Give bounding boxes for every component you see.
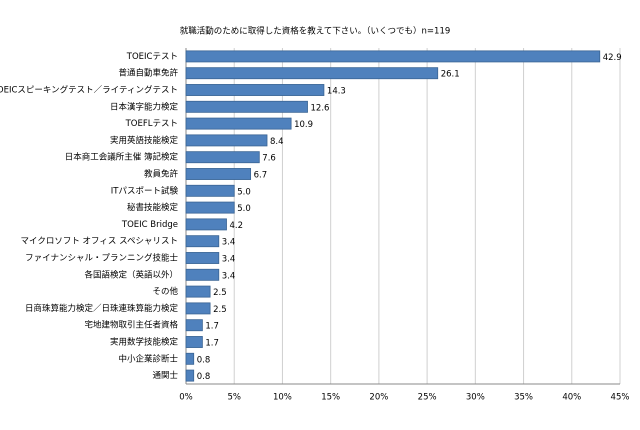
y-tick-label: 日本商工会議所主催 簿記検定 bbox=[65, 152, 179, 163]
y-tick-label: 教員免許 bbox=[144, 169, 179, 180]
y-tick-label: その他 bbox=[152, 286, 178, 297]
bar bbox=[185, 151, 260, 164]
value-label: 7.6 bbox=[262, 154, 276, 164]
bar bbox=[185, 117, 292, 130]
bar bbox=[185, 336, 203, 348]
x-tick-label: 20% bbox=[369, 393, 388, 403]
value-label: 2.5 bbox=[213, 305, 227, 315]
value-label: 2.5 bbox=[213, 288, 227, 298]
y-tick-label: マイクロソフト オフィス スペシャリスト bbox=[21, 237, 178, 247]
y-tick-label: 各国語検定（英語以外） bbox=[84, 269, 178, 280]
value-label: 3.4 bbox=[222, 255, 236, 265]
y-tick-label: 実用英語技能検定 bbox=[110, 135, 179, 146]
bar bbox=[185, 50, 601, 63]
bar bbox=[185, 67, 439, 80]
value-label: 3.4 bbox=[222, 271, 236, 281]
value-label: 8.4 bbox=[270, 137, 284, 147]
value-label: 3.4 bbox=[222, 238, 236, 248]
y-tick-label: 通関士 bbox=[152, 370, 178, 381]
bar bbox=[185, 268, 220, 281]
value-label: 1.7 bbox=[205, 339, 219, 349]
x-tick-label: 45% bbox=[611, 393, 630, 403]
value-label: 0.8 bbox=[197, 355, 211, 365]
bar bbox=[185, 134, 268, 147]
bar bbox=[185, 84, 325, 96]
x-tick-label: 10% bbox=[273, 393, 292, 403]
value-label: 5.0 bbox=[237, 204, 251, 214]
y-tick-label: TOEIC Bridge bbox=[121, 220, 178, 230]
y-tick-label: ITパスポート試験 bbox=[111, 185, 179, 196]
bar bbox=[185, 252, 220, 264]
bar bbox=[185, 285, 211, 298]
value-label: 14.3 bbox=[327, 87, 346, 97]
x-tick-label: 30% bbox=[466, 393, 485, 403]
y-tick-label: 日商珠算能力検定／日珠連珠算能力検定 bbox=[25, 303, 179, 314]
value-label: 12.6 bbox=[311, 103, 330, 113]
value-label: 6.7 bbox=[254, 171, 268, 181]
x-tick-label: 40% bbox=[562, 393, 581, 403]
y-tick-label: 宅地建物取引主任者資格 bbox=[84, 320, 178, 331]
bar bbox=[185, 218, 227, 231]
value-label: 0.8 bbox=[197, 372, 211, 382]
bar bbox=[185, 352, 195, 365]
bar bbox=[185, 369, 195, 382]
value-label: 26.1 bbox=[441, 70, 460, 80]
x-tick-label: 0% bbox=[179, 393, 193, 403]
bar bbox=[185, 100, 308, 113]
x-tick-label: 5% bbox=[227, 393, 241, 403]
value-label: 5.0 bbox=[237, 187, 251, 197]
y-tick-label: 中小企業診断士 bbox=[118, 353, 178, 364]
x-tick-label: 15% bbox=[321, 393, 340, 403]
y-tick-label: ファイナンシャル・プランニング技能士 bbox=[25, 253, 178, 264]
y-tick-label: TOEICテスト bbox=[126, 52, 178, 62]
value-label: 10.9 bbox=[294, 120, 313, 130]
x-tick-label: 25% bbox=[418, 393, 437, 403]
x-tick-label: 35% bbox=[514, 393, 533, 403]
y-tick-label: TOEICスピーキングテスト／ライティングテスト bbox=[0, 85, 178, 96]
y-tick-label: 日本漢字能力検定 bbox=[110, 101, 179, 112]
bar bbox=[185, 235, 220, 248]
y-tick-label: 実用数学技能検定 bbox=[110, 337, 179, 348]
value-label: 42.9 bbox=[603, 53, 622, 63]
bar bbox=[185, 168, 252, 180]
chart-title: 就職活動のために取得した資格を教えて下さい。（いくつでも）n=119 bbox=[180, 26, 451, 37]
value-label: 4.2 bbox=[230, 221, 244, 231]
bar bbox=[185, 184, 235, 197]
y-tick-label: 普通自動車免許 bbox=[118, 68, 178, 79]
bar bbox=[185, 201, 235, 214]
bar bbox=[185, 302, 211, 315]
y-tick-label: TOEFLテスト bbox=[125, 119, 178, 129]
bar bbox=[185, 319, 203, 332]
value-label: 1.7 bbox=[205, 322, 219, 332]
y-tick-label: 秘書技能検定 bbox=[127, 202, 179, 213]
